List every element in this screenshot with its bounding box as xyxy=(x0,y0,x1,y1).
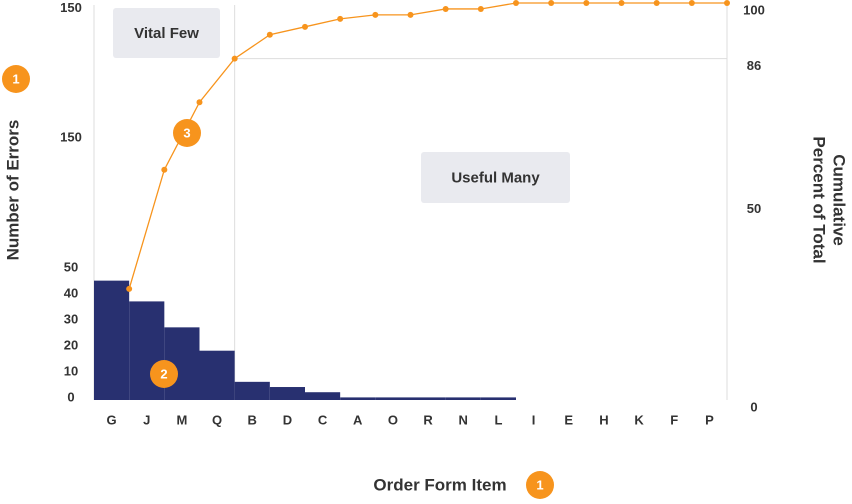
y-tick-label: 20 xyxy=(64,338,78,353)
y-axis-title: Number of Errors xyxy=(3,120,22,261)
bar xyxy=(375,397,411,400)
x-tick-label: A xyxy=(353,412,363,427)
annotation-text: Vital Few xyxy=(134,25,199,42)
y-tick-label: 30 xyxy=(64,312,78,327)
badge-label: 2 xyxy=(160,366,167,381)
line-point xyxy=(442,5,449,12)
y2-tick-label: 100 xyxy=(743,2,765,17)
bar xyxy=(94,280,130,400)
x-tick-label: O xyxy=(388,412,398,427)
x-tick-label: K xyxy=(634,412,644,427)
line-point xyxy=(618,0,625,6)
x-tick-label: D xyxy=(283,412,292,427)
annotation-box xyxy=(421,152,570,203)
line-point xyxy=(407,11,414,18)
line-point xyxy=(266,31,273,38)
bar xyxy=(305,392,341,400)
x-tick-label: E xyxy=(564,412,573,427)
x-tick-label: I xyxy=(532,412,536,427)
line-point xyxy=(302,23,308,30)
line-point xyxy=(724,0,730,6)
line-point xyxy=(583,0,590,6)
bar xyxy=(199,350,235,400)
bar xyxy=(410,397,446,400)
line-point xyxy=(477,5,484,12)
line-point xyxy=(337,15,344,22)
x-tick-label: P xyxy=(705,412,714,427)
x-tick-label: F xyxy=(670,412,678,427)
y-tick-label: 10 xyxy=(64,363,78,378)
y-tick-label: 150 xyxy=(60,0,82,15)
x-tick-label: R xyxy=(423,412,433,427)
x-tick-label: J xyxy=(143,412,150,427)
x-tick-label: C xyxy=(318,412,328,427)
line-point xyxy=(372,11,379,18)
x-tick-label: N xyxy=(459,412,468,427)
y2-tick-label: 0 xyxy=(750,399,757,414)
y-tick-label: 150 xyxy=(60,129,82,144)
line-point xyxy=(231,55,238,62)
line-point xyxy=(653,0,660,6)
bar xyxy=(445,397,481,400)
badge-label: 1 xyxy=(12,71,19,86)
x-tick-label: H xyxy=(599,412,608,427)
y2-axis-title: Percent of Total xyxy=(810,136,829,263)
x-tick-label: M xyxy=(176,412,187,427)
badge-label: 3 xyxy=(183,125,190,140)
bar xyxy=(234,381,270,400)
y2-tick-label: 86 xyxy=(747,58,761,73)
cumulative-line xyxy=(128,2,727,290)
x-tick-label: Q xyxy=(212,412,222,427)
x-tick-label: G xyxy=(107,412,117,427)
line-point xyxy=(548,0,555,6)
line-point xyxy=(513,0,519,6)
bar xyxy=(480,397,516,400)
y2-axis-title: Cumulative xyxy=(830,154,849,246)
bar xyxy=(269,387,305,400)
badge xyxy=(173,119,201,147)
x-tick-label: B xyxy=(248,412,257,427)
line-point xyxy=(126,285,133,292)
annotation-text: Useful Many xyxy=(451,169,540,186)
y2-tick-label: 50 xyxy=(747,201,761,216)
line-point xyxy=(161,166,168,173)
badge-label: 1 xyxy=(536,477,543,492)
annotation-box xyxy=(113,8,220,58)
badge xyxy=(526,471,554,499)
y-tick-label: 50 xyxy=(64,260,78,275)
y-tick-label: 40 xyxy=(64,286,78,301)
y-tick-label: 0 xyxy=(67,389,74,404)
badge xyxy=(150,360,178,388)
x-tick-label: L xyxy=(494,412,502,427)
line-point xyxy=(196,99,203,106)
x-axis-title: Order Form Item xyxy=(373,475,506,494)
line-point xyxy=(688,0,695,6)
badge xyxy=(2,65,30,93)
bar xyxy=(340,397,376,400)
